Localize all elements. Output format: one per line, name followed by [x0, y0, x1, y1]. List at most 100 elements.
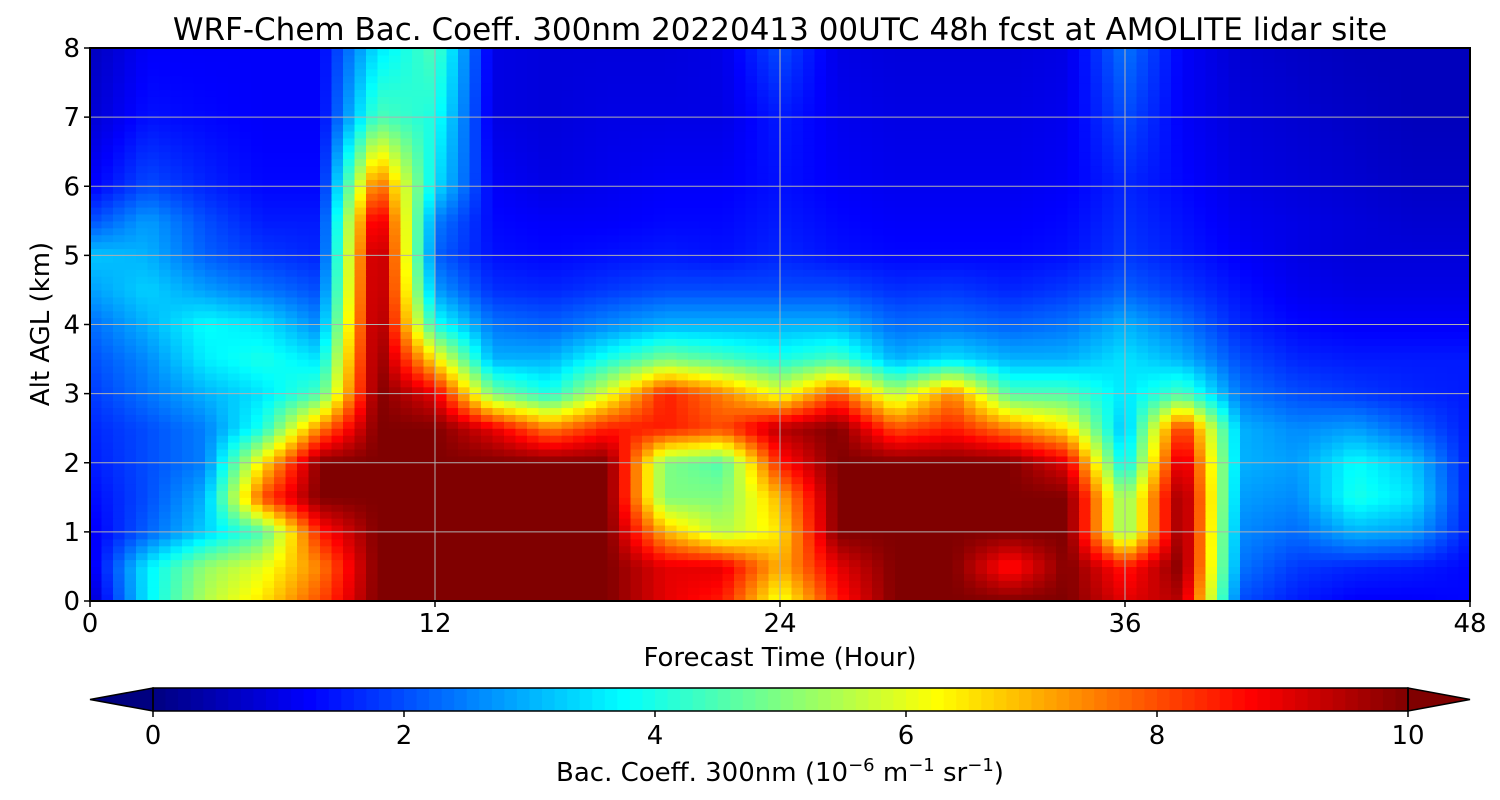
heatmap-cell	[1136, 504, 1149, 512]
heatmap-cell	[354, 352, 367, 360]
heatmap-cell	[527, 442, 540, 450]
heatmap-cell	[308, 511, 321, 519]
heatmap-cell	[1251, 552, 1264, 561]
heatmap-cell	[584, 414, 597, 422]
heatmap-cell	[596, 310, 609, 319]
heatmap-cell	[998, 552, 1011, 561]
heatmap-cell	[987, 573, 1000, 581]
heatmap-cell	[975, 559, 988, 568]
heatmap-cell	[481, 476, 494, 485]
heatmap-cell	[745, 352, 758, 360]
heatmap-cell	[630, 372, 643, 381]
heatmap-cell	[688, 518, 701, 526]
heatmap-cell	[216, 518, 229, 526]
heatmap-cell	[1412, 538, 1425, 547]
heatmap-cell	[1194, 435, 1207, 443]
heatmap-cell	[745, 504, 758, 512]
heatmap-cell	[906, 580, 919, 588]
heatmap-cell	[699, 594, 712, 601]
heatmap-cell	[469, 435, 482, 443]
heatmap-cell	[837, 372, 850, 381]
heatmap-cell	[389, 559, 402, 568]
heatmap-cell	[423, 386, 436, 395]
heatmap-cell	[527, 462, 540, 471]
heatmap-cell	[699, 524, 712, 533]
heatmap-cell	[412, 524, 425, 533]
heatmap-cell	[596, 407, 609, 415]
heatmap-cell	[918, 483, 931, 491]
heatmap-cell	[527, 531, 540, 540]
heatmap-cell	[1424, 365, 1437, 374]
heatmap-cell	[458, 345, 471, 353]
heatmap-cell	[377, 462, 390, 471]
heatmap-cell	[1228, 317, 1241, 326]
heatmap-cell	[1389, 587, 1402, 595]
heatmap-cell	[297, 324, 310, 333]
heatmap-cell	[1401, 338, 1414, 346]
heatmap-cell	[1401, 435, 1414, 443]
heatmap-cell	[1401, 372, 1414, 381]
heatmap-cell	[389, 365, 402, 374]
heatmap-cell	[688, 511, 701, 519]
heatmap-cell	[492, 476, 505, 485]
heatmap-cell	[492, 421, 505, 429]
heatmap-cell	[1171, 428, 1184, 436]
heatmap-cell	[1067, 407, 1080, 415]
heatmap-cell	[745, 345, 758, 353]
heatmap-cell	[469, 414, 482, 422]
heatmap-cell	[1125, 504, 1138, 512]
heatmap-cell	[895, 345, 908, 353]
heatmap-cell	[895, 511, 908, 519]
heatmap-cell	[1274, 400, 1287, 409]
heatmap-cell	[860, 476, 873, 485]
heatmap-cell	[113, 531, 126, 540]
heatmap-cell	[1297, 393, 1310, 402]
heatmap-cell	[837, 365, 850, 374]
heatmap-cell	[849, 317, 862, 326]
heatmap-cell	[872, 511, 885, 519]
heatmap-cell	[814, 421, 827, 429]
heatmap-cell	[1044, 559, 1057, 568]
heatmap-cell	[1286, 545, 1299, 554]
heatmap-cell	[1102, 469, 1115, 478]
heatmap-cell	[1389, 538, 1402, 547]
heatmap-cell	[1378, 372, 1391, 381]
heatmap-cell	[297, 317, 310, 326]
heatmap-cell	[412, 331, 425, 339]
heatmap-cell	[1125, 414, 1138, 422]
heatmap-cell	[504, 490, 517, 498]
heatmap-cell	[1148, 365, 1161, 374]
heatmap-cell	[1251, 386, 1264, 395]
heatmap-cell	[113, 400, 126, 409]
heatmap-cell	[308, 594, 321, 601]
heatmap-cell	[665, 483, 678, 491]
heatmap-cell	[1240, 490, 1253, 498]
heatmap-cell	[170, 400, 183, 409]
heatmap-cell	[1171, 552, 1184, 561]
heatmap-cell	[975, 545, 988, 554]
heatmap-cell	[1125, 469, 1138, 478]
heatmap-cell	[814, 414, 827, 422]
heatmap-cell	[1320, 587, 1333, 595]
heatmap-cell	[1148, 545, 1161, 554]
heatmap-cell	[538, 538, 551, 547]
heatmap-cell	[90, 428, 103, 436]
heatmap-cell	[170, 435, 183, 443]
heatmap-cell	[550, 483, 563, 491]
heatmap-cell	[918, 545, 931, 554]
heatmap-cell	[745, 407, 758, 415]
heatmap-cell	[814, 518, 827, 526]
heatmap-cell	[308, 365, 321, 374]
heatmap-cell	[1205, 497, 1218, 505]
heatmap-cell	[377, 455, 390, 464]
heatmap-cell	[872, 338, 885, 346]
heatmap-cell	[435, 511, 448, 519]
heatmap-cell	[1378, 483, 1391, 491]
heatmap-cell	[803, 324, 816, 333]
heatmap-cell	[182, 497, 195, 505]
heatmap-cell	[147, 435, 160, 443]
heatmap-cell	[883, 400, 896, 409]
heatmap-cell	[1125, 352, 1138, 360]
heatmap-cell	[849, 338, 862, 346]
heatmap-cell	[1412, 552, 1425, 561]
